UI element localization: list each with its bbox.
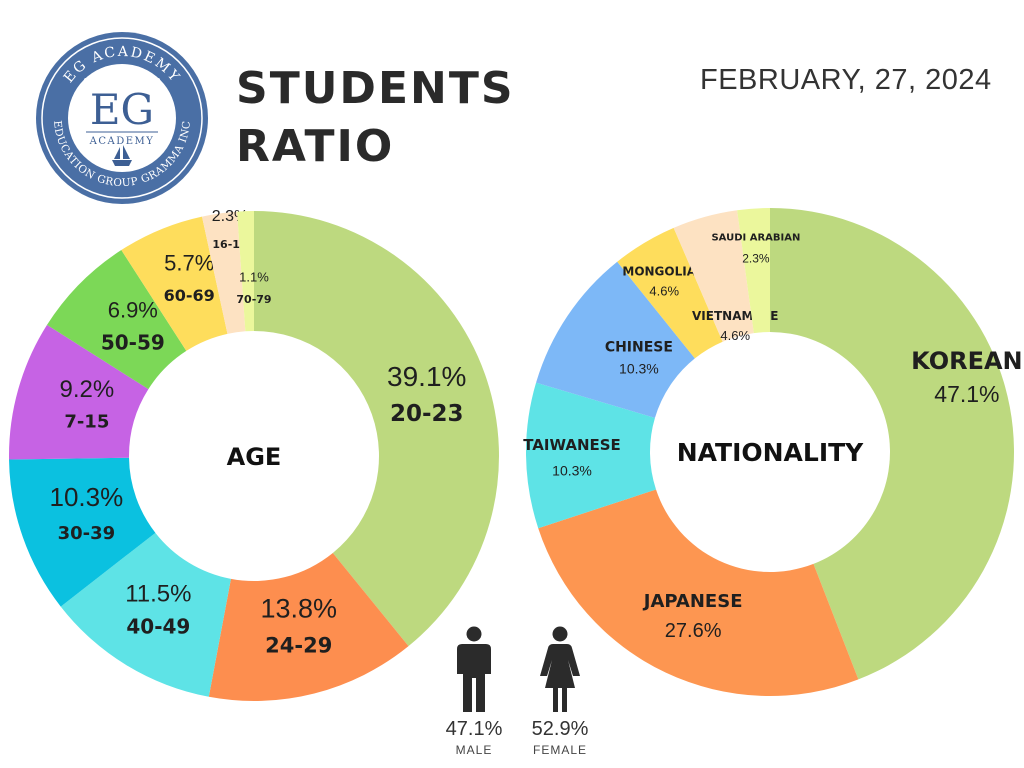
female-stat: 52.9% FEMALE xyxy=(515,718,605,757)
category-label-saudi-arabian: SAUDI ARABIAN xyxy=(711,232,800,243)
category-label-chinese: CHINESE xyxy=(605,340,673,356)
value-label-40-49: 11.5% xyxy=(125,581,191,608)
ornament-icon xyxy=(84,78,160,82)
category-label-japanese: JAPANESE xyxy=(642,591,743,612)
value-label-japanese: 27.6% xyxy=(665,620,722,642)
slice-20-23 xyxy=(254,211,499,647)
value-label-30-39: 10.3% xyxy=(49,482,123,512)
value-label-vietnamese: 4.6% xyxy=(720,328,750,343)
center-label: AGE xyxy=(227,443,282,471)
category-label-50-59: 50-59 xyxy=(101,330,165,354)
slice-vietnamese xyxy=(673,210,754,342)
male-label: MALE xyxy=(455,743,493,757)
center-label: NATIONALITY xyxy=(677,438,864,467)
ship-icon xyxy=(112,145,132,166)
category-label-20-23: 20-23 xyxy=(390,401,464,427)
category-label-7-15: 7-15 xyxy=(64,412,109,433)
female-label: FEMALE xyxy=(532,743,587,757)
category-label-16-19: 16-19 xyxy=(212,238,247,251)
value-label-50-59: 6.9% xyxy=(108,298,158,323)
slice-saudi-arabian xyxy=(737,208,770,334)
category-label-korean: KOREAN xyxy=(911,347,1022,375)
slice-japanese xyxy=(538,489,859,696)
value-label-60-69: 5.7% xyxy=(164,250,214,275)
category-label-mongolian: MONGOLIAN xyxy=(622,265,706,279)
title-line-2: RATIO xyxy=(236,121,395,172)
value-label-korean: 47.1% xyxy=(934,381,999,407)
slice-24-29 xyxy=(208,553,409,702)
female-percentage: 52.9% xyxy=(531,718,589,740)
value-label-saudi-arabian: 2.3% xyxy=(742,252,770,266)
category-label-24-29: 24-29 xyxy=(265,633,332,657)
eg-academy-logo: EG ACADEMY EDUCATION GROUP GRAMMA INC EG… xyxy=(36,32,208,204)
category-label-40-49: 40-49 xyxy=(126,615,190,639)
male-percentage: 47.1% xyxy=(445,718,503,740)
value-label-24-29: 13.8% xyxy=(260,594,337,624)
slice-korean xyxy=(770,208,1014,680)
value-label-mongolian: 4.6% xyxy=(649,283,679,298)
nationality-donut-chart: KOREAN 47.1% JAPANESE 27.6% TAIWANESE 10.3% CH… xyxy=(523,208,1023,696)
logo-subtitle: ACADEMY xyxy=(89,136,155,147)
slice-50-59 xyxy=(47,250,187,390)
slice-7-15 xyxy=(9,324,149,460)
page-title: STUDENTS RATIO xyxy=(236,60,515,176)
category-label-70-79: 70-79 xyxy=(236,293,271,306)
slice-30-39 xyxy=(9,457,156,607)
category-label-60-69: 60-69 xyxy=(164,286,215,305)
category-label-taiwanese: TAIWANESE xyxy=(523,436,621,454)
value-label-chinese: 10.3% xyxy=(619,360,659,376)
slice-60-69 xyxy=(121,216,228,351)
age-donut-chart: 39.1% 20-23 13.8% 24-29 11.5% 40-49 10.3% 30-39… xyxy=(9,208,499,702)
value-label-7-15: 9.2% xyxy=(59,376,114,403)
title-line-1: STUDENTS xyxy=(236,63,515,114)
male-stat: 47.1% MALE xyxy=(429,718,519,757)
slice-mongolian xyxy=(617,227,723,359)
slice-70-79 xyxy=(237,211,254,332)
slice-taiwanese xyxy=(526,382,657,529)
female-person-icon xyxy=(540,626,580,712)
slice-40-49 xyxy=(60,532,231,697)
report-date: FEBRUARY, 27, 2024 xyxy=(700,64,992,96)
slice-16-19 xyxy=(202,211,246,334)
value-label-70-79: 1.1% xyxy=(239,269,269,284)
category-label-30-39: 30-39 xyxy=(58,523,116,544)
value-label-taiwanese: 10.3% xyxy=(552,462,592,478)
male-person-icon xyxy=(457,626,491,712)
slice-chinese xyxy=(536,261,695,418)
value-label-20-23: 39.1% xyxy=(387,361,466,392)
logo-monogram: EG xyxy=(90,85,154,134)
